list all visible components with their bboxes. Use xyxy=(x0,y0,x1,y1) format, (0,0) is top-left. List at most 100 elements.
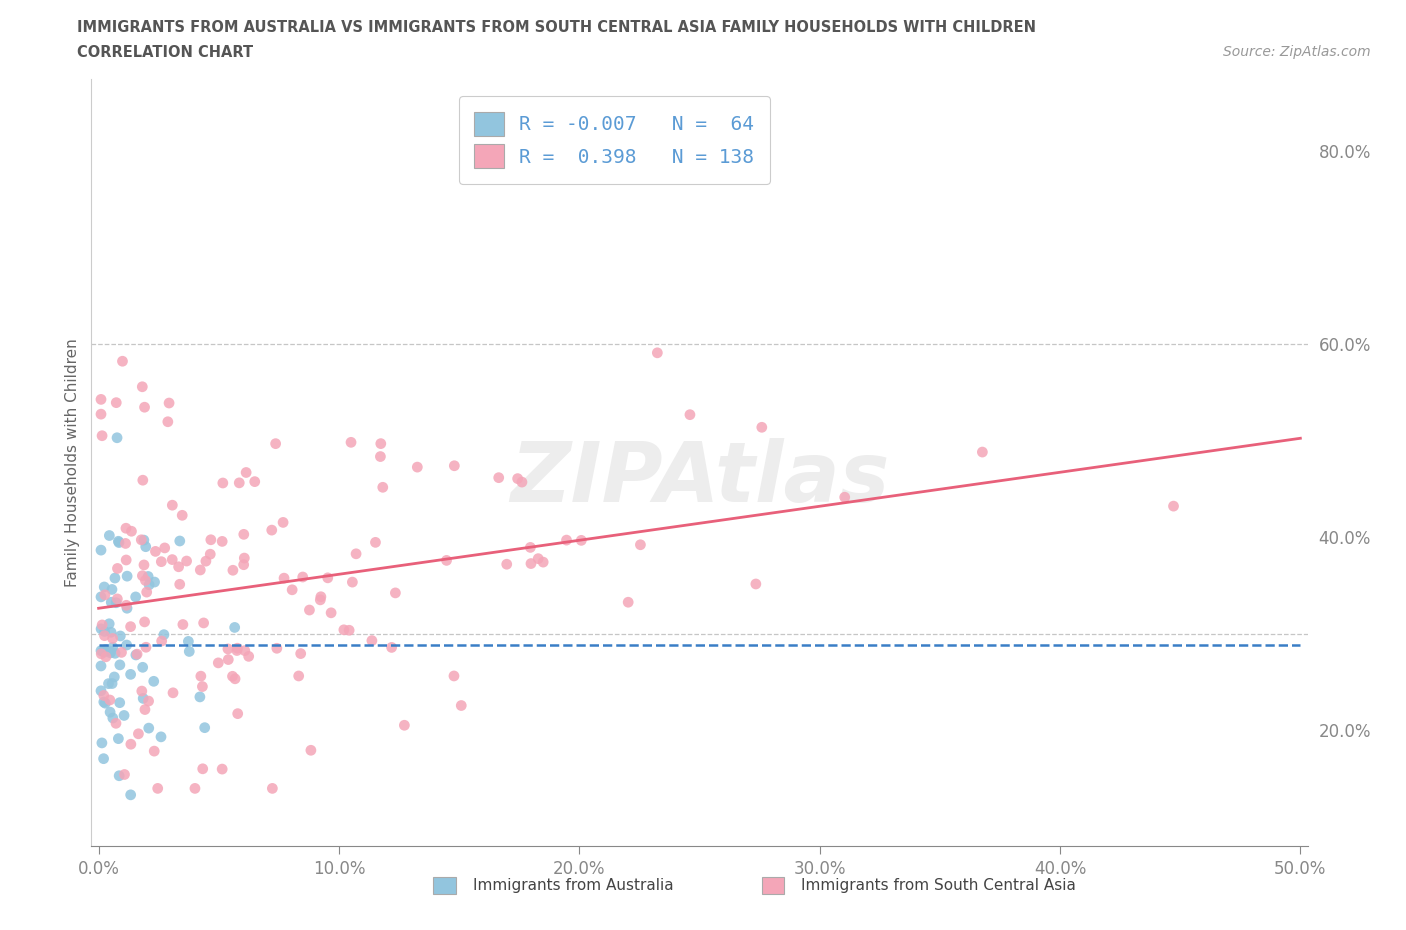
Point xyxy=(217,642,239,657)
Point xyxy=(193,616,215,631)
Point xyxy=(226,641,249,656)
Point xyxy=(125,647,148,662)
Point xyxy=(172,618,194,632)
Point xyxy=(115,601,138,616)
Point xyxy=(90,406,112,421)
Point xyxy=(150,554,173,569)
Point xyxy=(200,547,222,562)
Point xyxy=(107,534,129,549)
Point xyxy=(93,628,115,643)
Point xyxy=(132,557,155,572)
Point xyxy=(238,649,260,664)
Point xyxy=(222,563,245,578)
Point xyxy=(211,475,233,490)
Point xyxy=(120,737,142,751)
Point xyxy=(145,544,167,559)
Point xyxy=(150,633,173,648)
Point xyxy=(93,751,115,766)
Point xyxy=(443,669,465,684)
Point xyxy=(105,595,128,610)
Bar xyxy=(762,877,785,894)
Point xyxy=(191,762,214,777)
Point xyxy=(105,395,128,410)
Point xyxy=(221,669,243,684)
Point xyxy=(101,582,124,597)
Point xyxy=(90,644,112,658)
Point xyxy=(101,640,124,655)
Point xyxy=(142,674,165,689)
Point xyxy=(520,556,543,571)
Point xyxy=(273,571,295,586)
Point xyxy=(107,731,129,746)
Point xyxy=(488,471,510,485)
Point xyxy=(134,615,156,630)
Point xyxy=(94,588,117,603)
Point xyxy=(134,400,156,415)
Point xyxy=(179,644,201,658)
Point xyxy=(298,603,321,618)
Point xyxy=(364,535,387,550)
Point xyxy=(169,577,191,591)
Point xyxy=(134,573,156,588)
Point xyxy=(105,591,128,606)
Point xyxy=(1163,498,1185,513)
Point xyxy=(112,708,135,723)
Point xyxy=(235,465,257,480)
Point xyxy=(679,407,702,422)
Point xyxy=(406,459,429,474)
Point xyxy=(146,781,169,796)
Point xyxy=(745,577,768,591)
Point xyxy=(143,744,166,759)
Point xyxy=(108,768,131,783)
Point xyxy=(129,532,152,547)
Point xyxy=(131,684,153,698)
Point xyxy=(271,515,294,530)
Point xyxy=(111,353,134,368)
Point xyxy=(211,534,233,549)
Point xyxy=(264,436,287,451)
Point xyxy=(217,652,239,667)
Point xyxy=(120,524,142,538)
Point xyxy=(510,474,533,489)
Text: ZIPAtlas: ZIPAtlas xyxy=(510,437,889,519)
Point xyxy=(108,535,131,550)
Point xyxy=(340,435,363,450)
Point xyxy=(371,480,394,495)
Point xyxy=(436,553,458,568)
Point xyxy=(394,718,416,733)
Point xyxy=(260,523,283,538)
Point xyxy=(228,475,250,490)
Point xyxy=(211,762,233,777)
Point xyxy=(105,431,128,445)
Point xyxy=(132,691,155,706)
Point xyxy=(114,767,136,782)
Point xyxy=(224,671,246,686)
Point xyxy=(527,551,550,566)
Point xyxy=(266,641,288,656)
Point xyxy=(309,592,332,607)
Point xyxy=(287,669,309,684)
Point xyxy=(243,474,266,489)
Point xyxy=(337,623,360,638)
Point xyxy=(162,498,184,512)
Point xyxy=(143,575,166,590)
Point xyxy=(115,638,138,653)
Point xyxy=(138,694,160,709)
Point xyxy=(450,698,472,713)
Point xyxy=(156,414,179,429)
Point xyxy=(101,631,124,646)
Point xyxy=(98,693,121,708)
Point xyxy=(309,590,332,604)
Point xyxy=(370,436,392,451)
Point xyxy=(150,729,173,744)
Point xyxy=(224,620,246,635)
Y-axis label: Family Households with Children: Family Households with Children xyxy=(65,339,80,587)
Point xyxy=(97,676,120,691)
Point xyxy=(232,527,254,542)
Point xyxy=(361,633,384,648)
Point xyxy=(98,644,121,658)
Point xyxy=(98,617,121,631)
Point xyxy=(115,598,138,613)
Bar xyxy=(433,877,456,894)
Point xyxy=(291,569,314,584)
